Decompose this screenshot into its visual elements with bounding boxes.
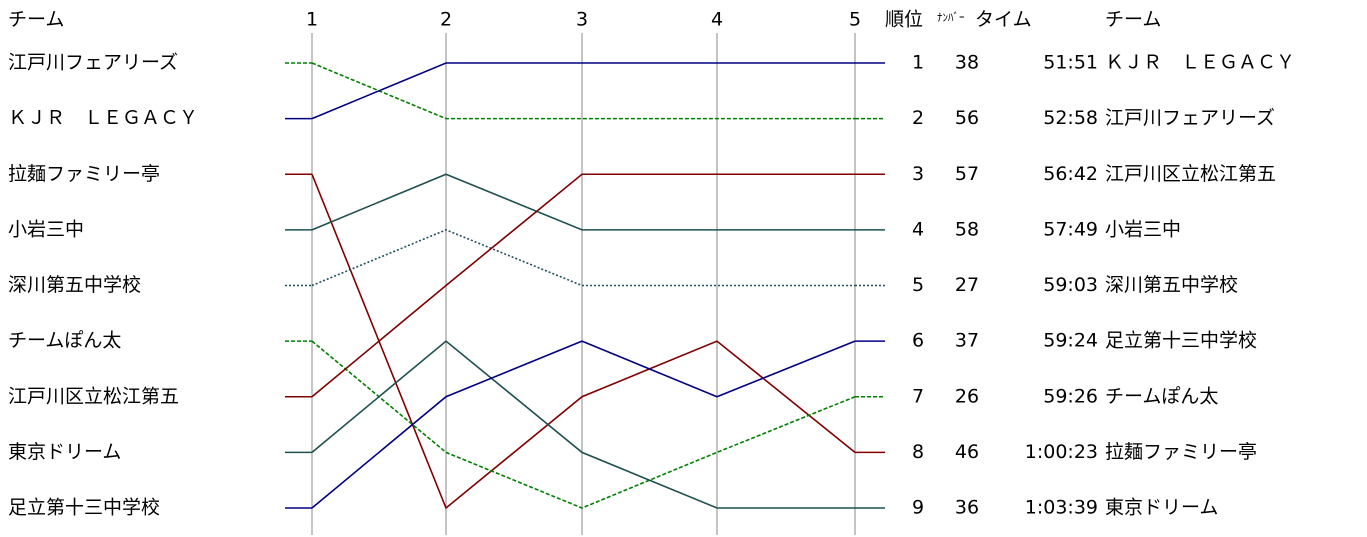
bib-number: 38 — [955, 52, 979, 74]
rank-line — [311, 340, 855, 509]
rank-line — [311, 340, 856, 509]
finish-time: 1:00:23 — [1025, 441, 1098, 463]
rank-line — [311, 173, 855, 398]
team-name: チームぽん太 — [8, 330, 121, 352]
team-name: 小岩三中 — [8, 218, 84, 240]
final-team: 拉麺ファミリー亭 — [1105, 441, 1257, 463]
rank-line — [311, 62, 855, 120]
team-header: チーム — [8, 9, 64, 31]
rank-line — [311, 340, 856, 509]
team-name: 東京ドリーム — [8, 441, 121, 463]
bib-number: 27 — [955, 274, 979, 296]
leg-label: 3 — [576, 9, 588, 31]
finish-time: 59:03 — [1043, 274, 1098, 296]
finish-time: 52:58 — [1043, 107, 1098, 129]
final-rank: 7 — [912, 385, 924, 407]
final-team: チームぽん太 — [1105, 385, 1218, 407]
team-name: 江戸川区立松江第五 — [8, 385, 179, 407]
bib-number: 56 — [955, 107, 979, 129]
final-rank: 3 — [912, 163, 924, 185]
bib-number: 57 — [955, 163, 979, 185]
final-rank: 8 — [912, 441, 924, 463]
final-team: 深川第五中学校 — [1105, 274, 1238, 296]
final-rank: 1 — [912, 52, 924, 74]
final-rank: 9 — [912, 497, 924, 519]
table-header: 順位 — [885, 9, 923, 31]
bib-number: 36 — [955, 497, 979, 519]
finish-time: 1:03:39 — [1025, 497, 1098, 519]
final-rank: 5 — [912, 274, 924, 296]
table-header: タイム — [975, 9, 1032, 31]
rank-line — [311, 173, 855, 231]
final-rank: 4 — [912, 218, 924, 240]
leg-label: 5 — [849, 9, 861, 31]
final-team: 江戸川区立松江第五 — [1105, 163, 1276, 185]
bib-number: 58 — [955, 218, 979, 240]
rank-line — [311, 62, 855, 120]
leg-label: 2 — [440, 9, 452, 31]
leg-label: 4 — [711, 9, 723, 31]
finish-time: 59:26 — [1043, 385, 1098, 407]
leg-label: 1 — [306, 9, 318, 31]
bib-number: 46 — [955, 441, 979, 463]
rank-line — [311, 229, 855, 287]
finish-time: 56:42 — [1043, 163, 1098, 185]
final-team: 東京ドリーム — [1105, 497, 1218, 519]
bib-number: 26 — [955, 385, 979, 407]
final-team: 江戸川フェアリーズ — [1105, 107, 1275, 129]
final-team: 小岩三中 — [1105, 218, 1181, 240]
team-name: 深川第五中学校 — [8, 274, 141, 296]
table-header: チーム — [1105, 9, 1161, 31]
team-name: 江戸川フェアリーズ — [8, 52, 178, 74]
team-name: 拉麺ファミリー亭 — [8, 163, 160, 185]
bib-number: 37 — [955, 330, 979, 352]
team-name: 足立第十三中学校 — [8, 497, 160, 519]
final-team: ＫＪＲ ＬＥＧＡＣＹ — [1105, 52, 1295, 74]
finish-time: 57:49 — [1043, 218, 1098, 240]
table-header: ﾅﾝﾊﾞｰ — [937, 11, 965, 24]
final-rank: 6 — [912, 330, 924, 352]
final-rank: 2 — [912, 107, 924, 129]
final-team: 足立第十三中学校 — [1105, 330, 1257, 352]
finish-time: 51:51 — [1043, 52, 1098, 74]
team-name: ＫＪＲ ＬＥＧＡＣＹ — [8, 107, 198, 129]
finish-time: 59:24 — [1043, 330, 1098, 352]
